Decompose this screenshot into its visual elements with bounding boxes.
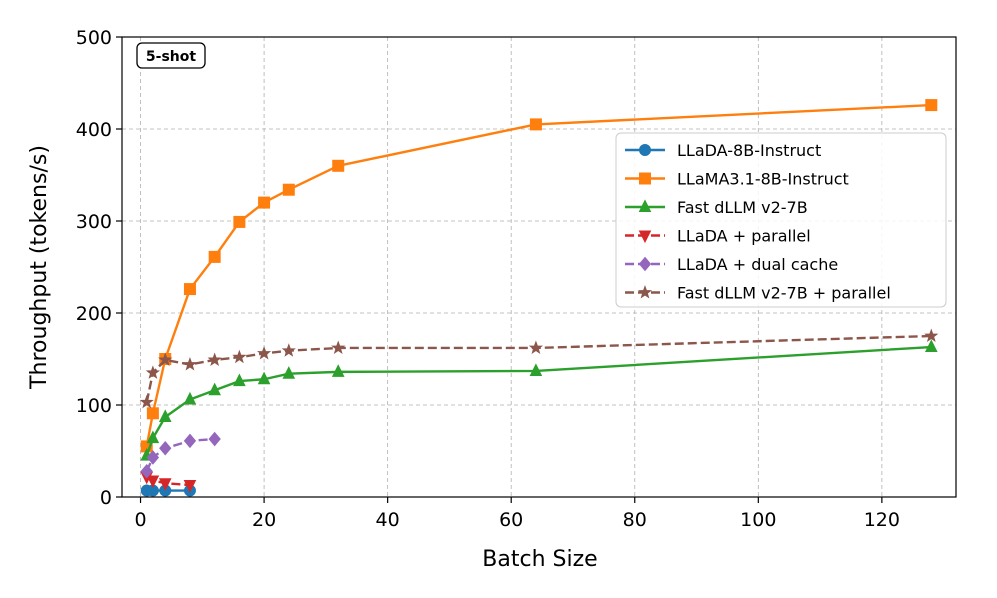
legend-label: Fast dLLM v2-7B + parallel	[677, 284, 891, 303]
data-point	[158, 409, 172, 422]
data-point	[256, 346, 272, 360]
data-point	[529, 118, 542, 131]
legend-entry: LLaDA + dual cache	[625, 255, 838, 274]
x-axis-label: Batch Size	[482, 547, 597, 572]
legend-label: Fast dLLM v2-7B	[677, 198, 808, 217]
y-tick-label: 0	[100, 487, 112, 509]
axis-ticks: 0 20 40 60 80 100 120 0 100 200 300 400 500	[76, 27, 900, 531]
plot-frame	[121, 36, 957, 498]
y-tick-label: 400	[76, 119, 112, 141]
x-tick-label: 40	[376, 509, 400, 531]
legend-label: LLaMA3.1-8B-Instruct	[677, 170, 849, 189]
data-point	[140, 463, 153, 479]
series-layer	[139, 99, 939, 497]
y-tick-label: 100	[76, 395, 112, 417]
x-tick-label: 20	[252, 509, 276, 531]
data-point	[158, 478, 172, 491]
data-point	[257, 371, 271, 385]
y-tick-label: 300	[76, 211, 112, 233]
legend-marker	[639, 144, 651, 156]
legend-entry: LLaDA-8B-Instruct	[625, 141, 821, 160]
series-4	[140, 431, 221, 479]
data-point	[924, 328, 939, 343]
shot-badge-box	[136, 42, 206, 69]
legend-entry: Fast dLLM v2-7B + parallel	[625, 284, 891, 303]
data-point	[182, 357, 198, 371]
x-tick-label: 60	[499, 509, 523, 531]
data-point	[331, 364, 345, 377]
legend-label: LLaDA + dual cache	[677, 255, 838, 274]
data-point	[258, 196, 271, 209]
data-point	[528, 340, 544, 354]
legend-box	[615, 132, 947, 308]
data-point	[924, 339, 938, 353]
legend-entry: LLaMA3.1-8B-Instruct	[625, 170, 849, 189]
data-point	[145, 365, 160, 379]
x-tick-label: 80	[623, 509, 647, 531]
data-point	[159, 440, 172, 456]
shot-badge: 5-shot	[136, 42, 206, 69]
data-point	[207, 352, 222, 366]
data-point	[282, 366, 296, 379]
data-point	[146, 450, 160, 465]
x-tick-label: 0	[134, 509, 146, 531]
legend-marker	[638, 256, 652, 272]
series-5	[139, 328, 939, 409]
legend-marker	[639, 172, 651, 185]
data-point	[233, 215, 246, 228]
legend-entry: LLaDA + parallel	[625, 227, 811, 246]
y-axis-label: Throughput (tokens/s)	[27, 145, 52, 390]
data-point	[281, 343, 296, 357]
legend-label: LLaDA + parallel	[677, 227, 811, 246]
legend-marker	[637, 285, 653, 299]
data-point	[925, 99, 938, 112]
shot-badge-label: 5-shot	[146, 49, 196, 65]
x-tick-label: 100	[740, 509, 776, 531]
x-tick-label: 120	[864, 509, 900, 531]
series-2	[140, 339, 938, 461]
data-point	[529, 363, 543, 376]
y-tick-label: 200	[76, 303, 112, 325]
legend-marker	[638, 230, 652, 244]
data-point	[282, 183, 295, 196]
data-point	[232, 349, 247, 364]
y-tick-label: 500	[76, 27, 112, 49]
data-point	[158, 352, 173, 366]
data-point	[146, 407, 159, 420]
data-point	[332, 159, 345, 172]
data-point	[146, 475, 160, 489]
data-point	[183, 480, 197, 493]
legend-marker	[638, 199, 652, 212]
data-point	[146, 430, 160, 444]
data-point	[208, 250, 221, 263]
data-point	[183, 283, 196, 296]
data-point	[183, 433, 197, 449]
data-point	[139, 394, 154, 409]
legend: LLaDA-8B-Instruct LLaMA3.1-8B-Instruct Fas…	[615, 132, 947, 308]
data-point	[331, 340, 346, 354]
data-point	[183, 391, 197, 405]
legend-label: LLaDA-8B-Instruct	[677, 141, 821, 160]
data-point	[208, 382, 221, 396]
data-point	[233, 373, 246, 387]
data-point	[208, 431, 221, 447]
legend-entry: Fast dLLM v2-7B	[625, 198, 808, 217]
